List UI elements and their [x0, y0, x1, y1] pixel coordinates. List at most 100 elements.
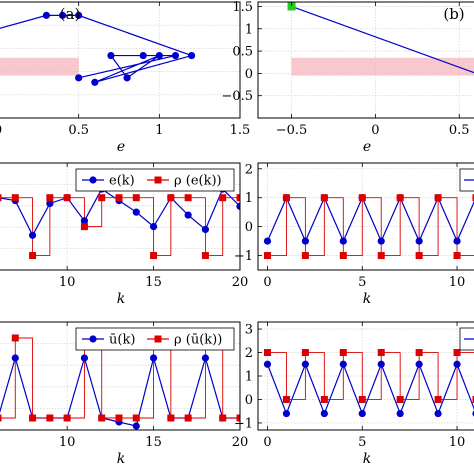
marker-c-0-5 [80, 217, 89, 225]
marker-f-0-7 [396, 409, 404, 418]
marker-c-0-9 [149, 223, 158, 231]
series-line-d-1 [267, 197, 474, 256]
marker-c-1-5 [80, 223, 88, 231]
band-a [0, 57, 79, 76]
marker-c-1-2 [29, 252, 37, 260]
marker-e-0-9 [149, 354, 158, 362]
marker-d-1-0 [263, 252, 271, 260]
plot-area-a [0, 2, 240, 118]
marker-d-1-11 [472, 194, 474, 202]
marker-c-1-4 [63, 194, 71, 202]
plot-area-b [258, 2, 474, 118]
axes-frame-a [0, 1, 241, 119]
panel-tag-a: (a) [60, 5, 81, 23]
axes-frame-b [257, 1, 474, 119]
x-tick-label-f-0: 0 [263, 435, 271, 450]
marker-d-1-2 [301, 252, 309, 260]
marker-c-1-12 [201, 252, 209, 260]
x-tick-label-c-1: 15 [145, 275, 162, 290]
y-tick-label-d-2: 1 [245, 191, 253, 206]
marker-d-1-7 [396, 194, 404, 202]
band-b [291, 57, 474, 76]
panel-f: 0 5 10 −1 0 1 2 3 k [234, 321, 474, 467]
marker-e-0-12 [201, 354, 210, 362]
y-tick-label-b-4: 1.5 [232, 0, 253, 15]
marker-d-1-5 [358, 194, 366, 202]
x-tick-label-d-0: 0 [263, 275, 271, 290]
marker-f-0-3 [320, 409, 328, 418]
marker-c-1-14 [236, 194, 240, 202]
marker-e-1-2 [29, 414, 37, 422]
marker-d-0-0 [263, 237, 272, 245]
series-line-f-0 [266, 362, 474, 416]
y-tick-label-f-0: −1 [234, 416, 253, 431]
legend-c: e(k) ρ (e(k)) [75, 168, 235, 192]
y-tick-label-d-0: −1 [234, 249, 253, 264]
y-tick-label-b-0: −0.5 [221, 89, 253, 104]
legend-marker-c-0 [89, 176, 97, 184]
marker-c-0-8 [132, 208, 140, 216]
marker-c-1-3 [46, 194, 54, 202]
plot-area-d [258, 163, 474, 270]
marker-f-0-2 [301, 360, 309, 368]
x-tick-label-e-2: 20 [232, 435, 249, 450]
trajectory-point-0 [42, 11, 51, 19]
x-tick-label-b-2: 0.5 [449, 123, 470, 138]
marker-e-1-10 [167, 414, 175, 422]
series-line-f-1 [267, 352, 474, 400]
trajectory-line-b [291, 5, 474, 74]
panel-b: −0.5 0 0.5 −0.5 0 0.5 1 1.5 e (b) [221, 0, 474, 155]
trajectory-lead-0 [0, 14, 47, 29]
x-tick-label-e-0: 10 [59, 435, 76, 450]
panel-a: 0 0.5 1 1.5 e (a) [0, 1, 251, 155]
marker-d-1-9 [434, 194, 442, 202]
marker-f-1-7 [396, 395, 404, 403]
plot-area-f [258, 322, 474, 430]
marker-c-1-6 [98, 194, 106, 202]
legend-f [459, 327, 474, 351]
marker-f-1-11 [472, 395, 474, 403]
x-tick-label-c-0: 10 [59, 275, 76, 290]
marker-f-0-4 [339, 360, 347, 368]
start-marker [287, 2, 296, 11]
marker-d-0-6 [377, 237, 385, 245]
marker-e-0-5 [80, 354, 89, 362]
marker-d-1-3 [320, 194, 328, 202]
legend-label-e-0: ū(k) [109, 333, 135, 348]
legend-label-c-1: ρ (e(k)) [174, 174, 222, 189]
marker-f-1-9 [434, 395, 442, 403]
marker-e-1-6 [98, 414, 106, 422]
x-axis-label-e: k [117, 451, 125, 467]
panel-tag-b: (b) [443, 5, 464, 23]
x-tick-label-d-1: 5 [358, 275, 366, 290]
x-tick-label-a-3: 1.5 [230, 123, 251, 138]
trajectory-point-8 [139, 51, 147, 60]
marker-c-0-12 [201, 225, 210, 234]
marker-d-1-4 [339, 252, 347, 260]
marker-e-0-1 [11, 354, 19, 362]
x-tick-label-b-0: −0.5 [276, 123, 308, 138]
trajectory-point-3 [188, 51, 196, 60]
x-tick-label-d-2: 10 [449, 275, 466, 290]
marker-e-1-11 [184, 414, 192, 422]
marker-e-1-0 [0, 414, 2, 422]
y-tick-label-f-3: 2 [245, 346, 253, 361]
marker-e-1-7 [115, 414, 123, 422]
marker-e-1-3 [46, 414, 54, 422]
marker-d-0-2 [301, 237, 309, 245]
marker-c-1-1 [11, 194, 19, 202]
x-tick-label-a-0: 0 [0, 123, 2, 138]
marker-d-1-6 [377, 252, 385, 260]
marker-e-1-13 [219, 414, 227, 422]
marker-f-1-2 [301, 349, 309, 357]
marker-f-0-9 [434, 409, 442, 418]
panel-e: 10 15 20 k ū(k) ρ (ū(k)) [0, 321, 249, 467]
marker-c-1-11 [184, 194, 192, 202]
marker-f-1-1 [282, 395, 290, 403]
x-tick-label-f-2: 10 [449, 435, 466, 450]
series-line-d-0 [266, 196, 474, 243]
axes-frame-c [0, 162, 241, 271]
x-tick-label-c-2: 20 [232, 275, 249, 290]
marker-f-1-4 [339, 349, 347, 357]
x-tick-label-e-1: 15 [145, 435, 162, 450]
